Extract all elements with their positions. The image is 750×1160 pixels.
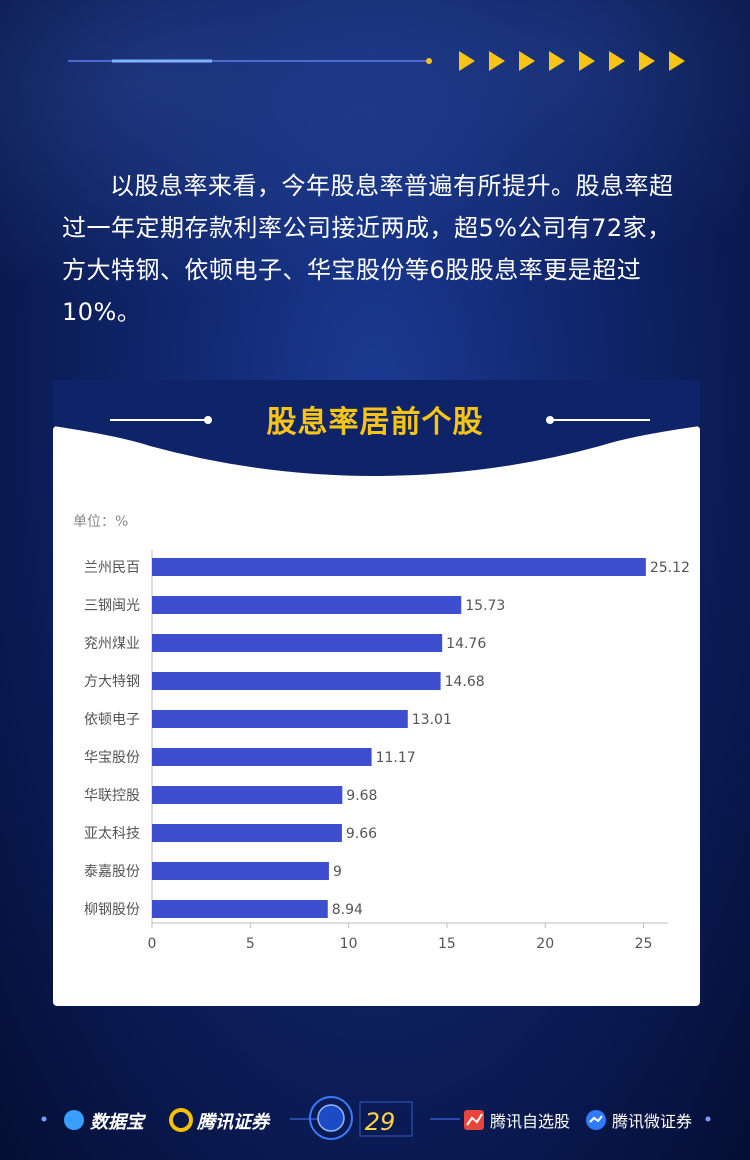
header-line-dot (426, 58, 432, 64)
x-tick-label: 15 (438, 936, 456, 952)
category-label: 三钢闽光 (84, 598, 140, 614)
data-label: 13.01 (412, 712, 452, 728)
x-tick-label: 20 (536, 936, 554, 952)
category-label: 亚太科技 (84, 826, 140, 842)
category-label: 依顿电子 (84, 712, 140, 728)
title-dot-left (204, 416, 212, 424)
intro-paragraph: 以股息率来看，今年股息率普遍有所提升。股息率超过一年定期存款利率公司接近两成，超… (62, 172, 674, 326)
category-label: 柳钢股份 (84, 901, 140, 918)
world-map-background (0, 0, 750, 420)
bar (152, 634, 443, 652)
x-tick-label: 10 (340, 936, 358, 952)
data-label: 9.66 (346, 826, 377, 842)
brand-tencent-securities: 腾讯证券 (197, 1112, 269, 1133)
arrow-decoration-icon (459, 51, 685, 71)
chart-title-band (53, 380, 700, 476)
bar (152, 862, 329, 880)
category-label: 华联控股 (84, 788, 140, 804)
data-label: 14.68 (445, 674, 485, 690)
category-label: 泰嘉股份 (84, 864, 140, 880)
page-number: 29 (364, 1108, 396, 1136)
bar (152, 824, 342, 842)
data-label: 14.76 (446, 636, 486, 652)
bar (152, 786, 343, 804)
x-tick-label: 5 (246, 936, 255, 952)
category-label: 华宝股份 (84, 750, 140, 766)
category-label: 兖州煤业 (84, 636, 140, 652)
bar (152, 558, 646, 576)
category-label: 方大特钢 (84, 674, 140, 690)
footer-dot-right (705, 1116, 711, 1122)
data-label: 8.94 (332, 902, 363, 918)
data-label: 25.12 (650, 560, 690, 576)
category-label: 兰州民百 (84, 560, 140, 576)
footer-dot-left (41, 1116, 47, 1122)
bar (152, 596, 462, 614)
bar (152, 748, 372, 766)
bar (152, 672, 441, 690)
page-emblem-icon (309, 1096, 353, 1140)
title-dot-right (546, 416, 554, 424)
tencent-securities-logo-icon (169, 1108, 193, 1132)
data-label: 9 (333, 864, 342, 880)
bar-chart: 单位：% 兰州民百 25.12 三钢闽光 15.73 兖州煤业 14.76 方大特钢 14.6… (73, 514, 690, 952)
brand-tencent-stock-app: 腾讯自选股 (490, 1112, 571, 1131)
x-tick-label: 0 (148, 936, 157, 952)
data-label: 9.68 (346, 788, 377, 804)
shujubao-logo-icon (64, 1110, 84, 1130)
x-tick-label: 25 (635, 936, 653, 952)
data-label: 11.17 (376, 750, 416, 766)
data-label: 15.73 (465, 598, 505, 614)
brand-tencent-wechat-securities: 腾讯微证券 (612, 1112, 693, 1131)
bar (152, 710, 408, 728)
unit-label: 单位：% (73, 514, 128, 530)
brand-shujubao: 数据宝 (90, 1112, 144, 1133)
bar (152, 900, 328, 918)
footer-bar (41, 1096, 711, 1140)
top-decoration (68, 51, 685, 71)
chart-title: 股息率居前个股 (266, 405, 484, 440)
